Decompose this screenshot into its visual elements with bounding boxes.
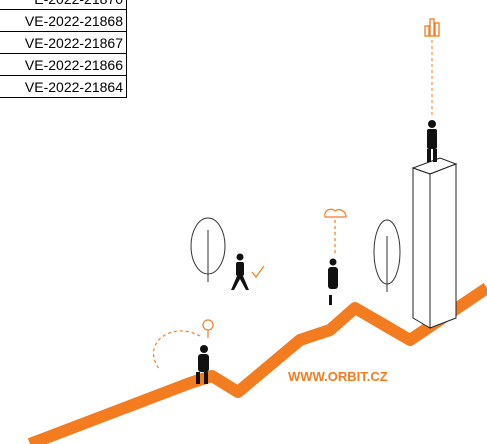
illustration: WWW.ORBIT.CZ [0, 0, 487, 444]
tower [413, 158, 456, 328]
orange-icons [154, 209, 346, 370]
trees [191, 218, 400, 292]
chart-icon [425, 19, 439, 36]
slide: E-2022-21870 VE-2022-21868 VE-2022-21867… [0, 0, 487, 444]
tower-person [427, 120, 437, 162]
website-url: WWW.ORBIT.CZ [288, 369, 388, 384]
